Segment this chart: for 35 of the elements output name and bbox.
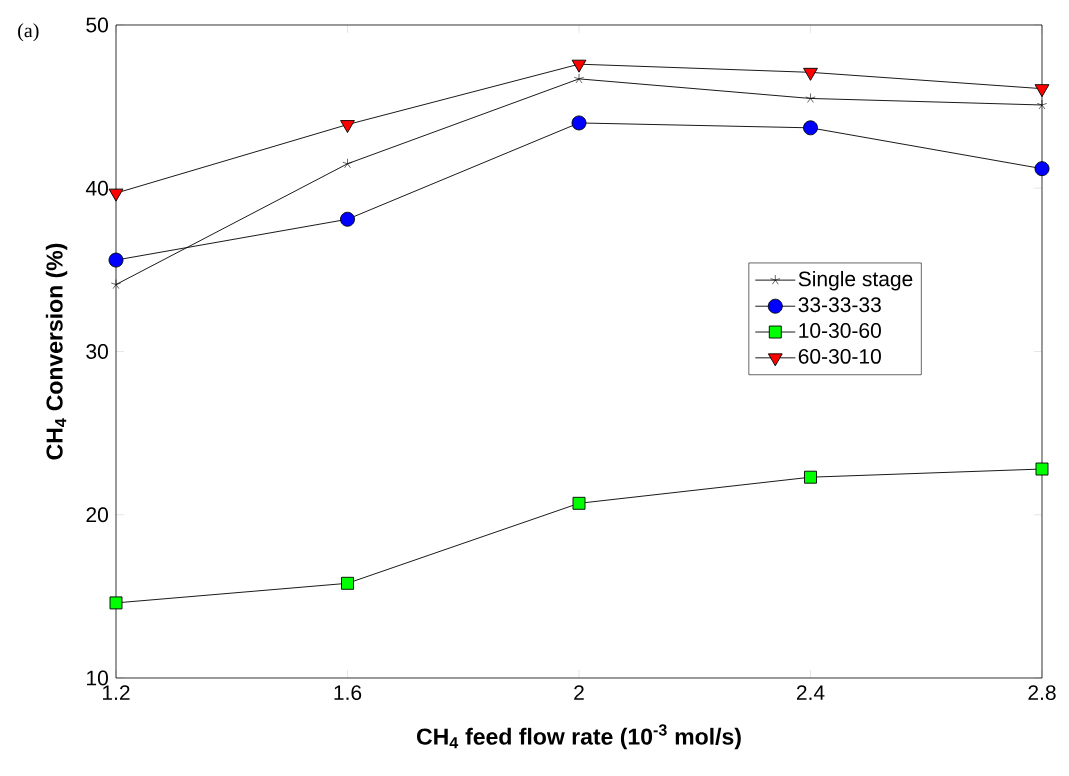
y-axis-title: CH$_{4}$ Conversion (%) <box>45 243 68 460</box>
legend-label: 10-30-60 <box>799 323 881 338</box>
y-tick-label: 20 <box>86 507 108 523</box>
point <box>804 470 817 484</box>
point <box>109 596 123 610</box>
point <box>571 59 587 73</box>
x-tick-label: 2 <box>574 685 584 700</box>
y-tick-label: 10 <box>87 670 108 686</box>
legend-label: 33-33-33 <box>798 297 881 313</box>
point <box>571 115 587 131</box>
legend-label: 60-30-10 <box>798 348 881 364</box>
point <box>1034 84 1050 98</box>
point <box>572 496 586 510</box>
point <box>1035 462 1049 476</box>
x-tick-label: 2.8 <box>1028 685 1056 701</box>
y-tick-label: 40 <box>85 180 108 196</box>
x-tick-label: 1.2 <box>103 685 130 700</box>
text: (a) <box>18 23 39 42</box>
point <box>108 252 124 268</box>
point <box>340 120 355 134</box>
x-tick-label: 2.4 <box>796 685 825 700</box>
x-axis-title: CH$_{4}$ feed flow rate (10$^{-3}$ mol/s) <box>417 724 741 750</box>
y-tick-label: 50 <box>86 17 108 33</box>
x-tick-label: 1.6 <box>334 685 362 701</box>
point <box>803 120 818 136</box>
point <box>803 67 818 81</box>
point <box>341 576 354 590</box>
point <box>805 93 816 103</box>
point <box>340 211 355 227</box>
legend-label: Single stage <box>798 270 913 291</box>
y-tick-label: 30 <box>86 344 108 359</box>
point <box>573 73 585 84</box>
point <box>1034 161 1050 177</box>
point <box>108 188 124 202</box>
point <box>342 158 353 169</box>
